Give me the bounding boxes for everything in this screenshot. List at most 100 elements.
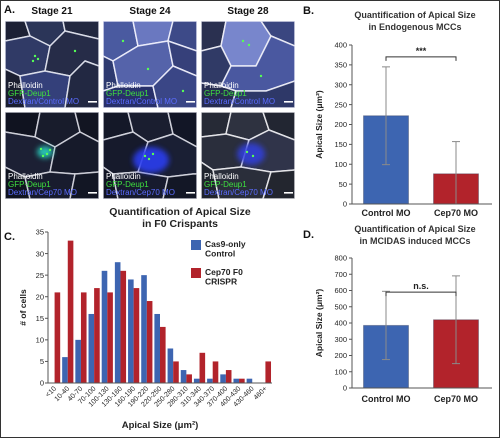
y-tick-label: 5 bbox=[40, 357, 44, 366]
y-tick-label: 100 bbox=[334, 160, 347, 169]
gfp-deup1-signal bbox=[245, 150, 249, 154]
y-tick-label: 0 bbox=[343, 200, 347, 209]
y-tick-label: 600 bbox=[334, 286, 347, 295]
bar-cep70-f0-crispr-310-340 bbox=[199, 352, 206, 383]
bar-cas9-only-control-340-370 bbox=[207, 378, 213, 383]
bar-cep70-f0-crispr-10-40 bbox=[67, 240, 74, 383]
panel-label: A. bbox=[4, 4, 15, 16]
panel-a: A. Stage 21 Stage 24 Stage 28 Phalloidin… bbox=[4, 4, 295, 199]
scale-bar bbox=[284, 192, 293, 194]
cell-outline bbox=[64, 60, 99, 108]
gfp-label: GFP-Deup1 bbox=[204, 89, 247, 98]
y-tick-label: 500 bbox=[334, 302, 347, 311]
cell-outline bbox=[5, 35, 51, 77]
category-label: Control MO bbox=[362, 208, 411, 218]
significance-label: *** bbox=[416, 46, 427, 56]
y-tick-label: 100 bbox=[334, 367, 347, 376]
y-tick-label: 400 bbox=[334, 41, 347, 50]
phalloidin-label: Phalloidin bbox=[8, 172, 43, 181]
bar-cas9-only-control-40-70 bbox=[75, 339, 81, 383]
gfp-label: GFP-Deup1 bbox=[106, 180, 149, 189]
gfp-label: GFP-Deup1 bbox=[106, 89, 149, 98]
dextran-label: Dextran/Control MO bbox=[8, 97, 79, 106]
y-tick-label: 300 bbox=[334, 80, 347, 89]
y-tick-label: 50 bbox=[339, 180, 347, 189]
gfp-label: GFP-Deup1 bbox=[204, 180, 247, 189]
y-tick-label: 10 bbox=[36, 336, 44, 345]
chart-panel-b: B. Quantification of Apical Size in Endoge… bbox=[303, 5, 492, 218]
cell-outline bbox=[5, 166, 31, 199]
legend-label: Cas9-only bbox=[205, 239, 246, 249]
y-tick-label: 20 bbox=[36, 292, 44, 301]
category-label: Control MO bbox=[362, 394, 411, 404]
y-tick-label: 0 bbox=[343, 384, 347, 393]
gfp-label: GFP-Deup1 bbox=[8, 89, 51, 98]
y-tick-label: 400 bbox=[334, 319, 347, 328]
phalloidin-label: Phalloidin bbox=[204, 81, 239, 90]
chart-title-line: Quantification of Apical Size bbox=[354, 10, 475, 20]
bar-cas9-only-control-220-250 bbox=[154, 313, 160, 383]
dextran-signal bbox=[133, 147, 169, 173]
bar-cep70-f0-crispr-280-310 bbox=[186, 374, 192, 383]
bar-cas9-only-control-70-100 bbox=[88, 313, 95, 383]
y-tick-label: 350 bbox=[334, 61, 347, 70]
significance-label: n.s. bbox=[413, 281, 429, 291]
bar-cep70-f0-crispr-160-190 bbox=[133, 288, 140, 383]
gfp-deup1-signal bbox=[247, 43, 251, 47]
y-tick-label: 800 bbox=[334, 254, 347, 263]
dextran-label: Dextran/Cep70 MO bbox=[204, 188, 273, 197]
y-tick-label: 250 bbox=[334, 100, 347, 109]
gfp-deup1-signal bbox=[147, 157, 151, 161]
dextran-label: Dextran/Cep70 MO bbox=[106, 188, 175, 197]
stage-label-28: Stage 28 bbox=[227, 6, 269, 17]
bar-cas9-only-control-100-130 bbox=[101, 270, 108, 383]
gfp-deup1-signal bbox=[73, 49, 77, 53]
scale-bar bbox=[88, 101, 97, 103]
bar-cep70-f0-crispr-70-100 bbox=[94, 288, 100, 383]
gfp-deup1-signal bbox=[251, 154, 255, 158]
phalloidin-label: Phalloidin bbox=[106, 172, 141, 181]
bar-cep70-f0-crispr-220-250 bbox=[160, 326, 166, 383]
y-tick-label: 35 bbox=[36, 228, 44, 237]
bar-cep70-f0-crispr-340-370 bbox=[212, 361, 219, 383]
y-axis-label: Apical Size (μm²) bbox=[314, 90, 324, 159]
gfp-deup1-signal bbox=[41, 154, 45, 158]
legend-swatch-cas9-only-control bbox=[191, 240, 201, 250]
bar-cep70-f0-crispr-130-160 bbox=[120, 270, 127, 383]
chart-title-line: in MCIDAS induced MCCs bbox=[359, 236, 470, 246]
legend-swatch-cep70-f0-crispr bbox=[191, 268, 201, 278]
cell-outline bbox=[152, 65, 197, 108]
cell-outline bbox=[262, 112, 295, 141]
gfp-deup1-signal bbox=[151, 152, 155, 156]
gfp-deup1-signal bbox=[31, 59, 35, 63]
gfp-deup1-signal bbox=[121, 39, 125, 43]
bar-cep70-f0-crispr-370-400 bbox=[225, 370, 232, 383]
bar-cas9-only-control-160-190 bbox=[128, 279, 134, 383]
scale-bar bbox=[284, 101, 293, 103]
dextran-label: Dextran/Control MO bbox=[204, 97, 275, 106]
scale-bar bbox=[88, 192, 97, 194]
gfp-deup1-signal bbox=[33, 54, 37, 58]
scale-bar bbox=[186, 101, 195, 103]
gfp-deup1-signal bbox=[181, 89, 185, 93]
gfp-deup1-signal bbox=[45, 152, 49, 156]
cell-outline bbox=[62, 21, 99, 40]
gfp-deup1-signal bbox=[259, 74, 263, 78]
bar-cas9-only-control-430-460 bbox=[246, 378, 253, 383]
stage-label-24: Stage 24 bbox=[129, 6, 171, 17]
panel-label: B. bbox=[303, 5, 314, 17]
bar-cas9-only-control-250-280 bbox=[167, 348, 174, 383]
stage-label-21: Stage 21 bbox=[31, 6, 73, 17]
significance-bracket bbox=[385, 291, 457, 297]
x-axis-label: Apical Size (μm²) bbox=[122, 420, 199, 431]
cell-outline bbox=[103, 166, 119, 199]
y-axis-label: # of cells bbox=[18, 289, 28, 326]
